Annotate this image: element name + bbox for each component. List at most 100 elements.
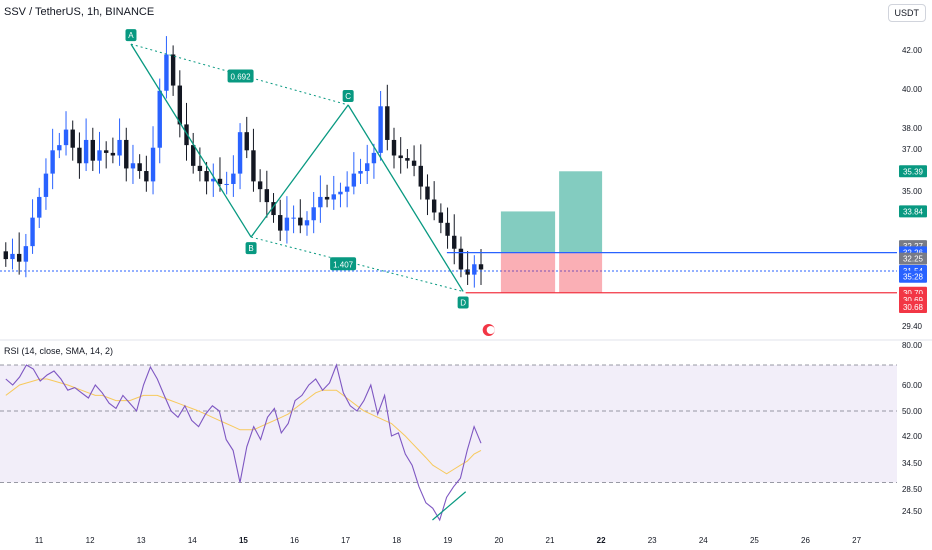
candle-body: [57, 145, 62, 151]
x-tick-label: 26: [801, 536, 810, 545]
x-tick-label: 20: [494, 536, 503, 545]
target-zone-1: [500, 211, 556, 253]
candle-body: [50, 150, 55, 174]
price-label: 33.84: [903, 207, 924, 216]
candle-body: [137, 163, 142, 172]
pattern-point-badge: [245, 242, 257, 255]
candle-body: [244, 132, 249, 151]
ratio-badge: [330, 257, 357, 271]
candle-body: [3, 251, 8, 260]
candle-body: [184, 124, 189, 146]
candle-body: [438, 212, 444, 223]
candle-body: [391, 139, 397, 156]
x-tick-label: 22: [597, 536, 606, 545]
x-tick-label: 15: [239, 536, 248, 545]
price-label: 32.25: [903, 255, 924, 264]
candle-body: [164, 54, 169, 91]
candle-body: [204, 171, 209, 182]
candle-body: [37, 196, 42, 218]
candle-body: [472, 264, 477, 275]
candle-body: [23, 246, 29, 262]
candle-body: [351, 173, 357, 187]
rsi-tick-label: 28.50: [902, 485, 923, 494]
pattern-point-badge: [457, 296, 469, 309]
candle-body: [110, 152, 116, 156]
candle-body: [324, 196, 330, 200]
candle-body: [150, 147, 156, 182]
price-tick-label: 40.00: [902, 85, 923, 94]
candle-body: [452, 235, 457, 249]
candle-body: [217, 178, 223, 184]
candle-body: [431, 199, 437, 213]
rsi-tick-label: 42.00: [902, 432, 923, 441]
event-icon-inner: [486, 326, 495, 334]
candle-body: [418, 165, 423, 187]
price-label: 30.70: [903, 289, 924, 298]
rsi-panel: [0, 363, 897, 522]
x-tick-label: 14: [188, 536, 197, 545]
candle-body: [284, 217, 290, 231]
price-label: 30.69: [903, 296, 924, 305]
candle-body: [478, 264, 484, 270]
pattern-point-label: C: [345, 92, 351, 101]
rsi-tick-label: 60.00: [902, 381, 923, 390]
candle-body: [170, 54, 176, 86]
candle-body: [77, 147, 82, 164]
candle-body: [291, 217, 296, 219]
divergence-line: [432, 491, 467, 521]
candle-body: [117, 139, 122, 156]
rsi-line: [5, 363, 482, 522]
pattern-leg: [130, 43, 252, 238]
x-tick-label: 11: [35, 536, 44, 545]
currency-button[interactable]: USDT: [887, 4, 926, 22]
candle-body: [43, 173, 49, 197]
candle-body: [130, 163, 136, 169]
rsi-tick-label: 34.50: [902, 459, 923, 468]
candle-body: [411, 160, 417, 166]
candle-body: [10, 253, 15, 260]
ratio-label: 0.692: [231, 73, 252, 82]
candle-body: [231, 173, 236, 184]
axis-layer: 42.0040.0038.0037.0036.0035.0034.0032.00…: [0, 46, 932, 545]
price-label-bg: [899, 205, 927, 218]
pattern-ratio-line: [250, 236, 464, 292]
rsi-band: [0, 365, 897, 483]
price-tick-label: 38.00: [902, 124, 923, 133]
candle-body: [385, 106, 390, 140]
candle-body: [264, 189, 270, 203]
candle-body: [271, 202, 276, 216]
pattern-leg: [347, 104, 464, 292]
x-tick-label: 18: [392, 536, 401, 545]
pattern-point-label: B: [248, 244, 253, 253]
price-label-bg: [899, 252, 927, 265]
ratio-badge: [227, 69, 254, 83]
price-label: 35:28: [903, 273, 924, 282]
overlay-layer: 0.692 1.407 A B C D: [0, 29, 897, 336]
pattern-point-badge: [342, 89, 354, 102]
candle-body: [318, 196, 323, 208]
x-tick-label: 17: [341, 536, 350, 545]
candle-body: [425, 186, 430, 200]
stop-zone-1: [500, 252, 556, 293]
candle-body: [405, 158, 410, 161]
candle-body: [224, 183, 229, 185]
candle-body: [278, 215, 283, 231]
rsi-title: RSI (14, close, SMA, 14, 2): [4, 346, 114, 356]
candle-body: [30, 217, 35, 247]
price-label-bg: [899, 301, 927, 314]
pattern-leg: [250, 104, 349, 238]
price-label-bg: [899, 165, 927, 178]
candle-body: [70, 129, 75, 148]
rsi-tick-label: 24.50: [902, 507, 923, 516]
candle-body: [378, 106, 383, 153]
candle-body: [338, 191, 343, 195]
x-tick-label: 25: [750, 536, 759, 545]
candle-body: [103, 150, 109, 153]
x-tick-label: 21: [546, 536, 555, 545]
candle-body: [157, 90, 162, 148]
price-tick-label: 37.00: [902, 145, 923, 154]
x-tick-label: 24: [699, 536, 708, 545]
stop-zone-2: [559, 252, 603, 293]
price-tick-label: 42.00: [902, 46, 923, 55]
